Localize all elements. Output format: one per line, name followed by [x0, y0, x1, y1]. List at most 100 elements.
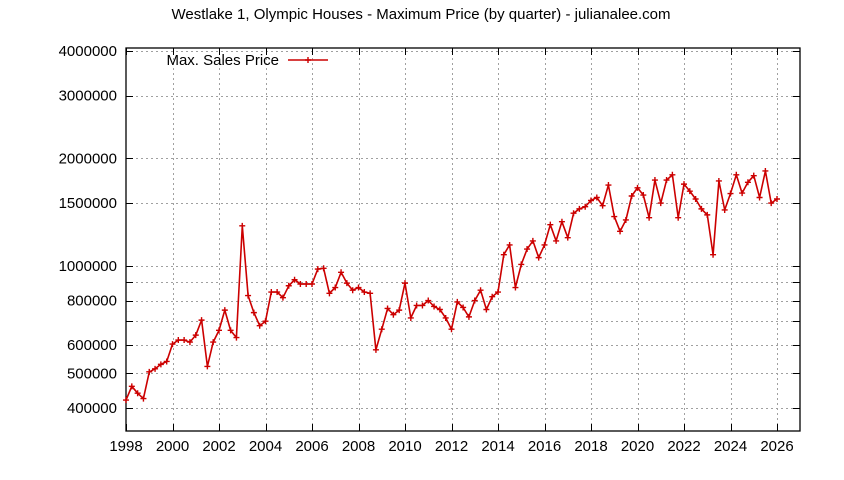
data-point-marker — [297, 281, 304, 288]
data-point-marker — [372, 346, 379, 353]
data-point-marker — [622, 216, 629, 223]
x-tick-label: 2002 — [202, 438, 235, 455]
data-point-marker — [500, 251, 507, 258]
data-point-marker — [436, 306, 443, 313]
data-point-marker — [774, 195, 780, 202]
data-point-marker — [588, 197, 594, 204]
x-tick-label: 2008 — [342, 438, 375, 455]
data-point-marker — [535, 254, 542, 261]
data-point-marker — [657, 200, 664, 207]
data-point-marker — [739, 190, 746, 197]
data-point-marker — [181, 337, 188, 344]
data-point-marker — [378, 326, 385, 333]
x-tick-label: 2016 — [528, 438, 561, 455]
data-point-marker — [332, 284, 339, 291]
data-point-marker — [611, 213, 618, 220]
data-point-marker — [582, 203, 589, 210]
data-point-marker — [640, 192, 647, 199]
data-series — [123, 167, 780, 404]
data-point-marker — [163, 358, 170, 365]
data-point-marker — [233, 334, 240, 341]
legend-line-icon — [288, 57, 328, 63]
data-point-marker — [541, 241, 548, 248]
data-point-marker — [361, 289, 368, 296]
x-tick-label: 1998 — [109, 438, 142, 455]
y-tick-label: 2000000 — [59, 150, 117, 167]
data-point-marker — [245, 292, 252, 299]
data-point-marker — [715, 177, 722, 184]
y-tick-label: 600000 — [67, 337, 117, 354]
x-tick-label: 2026 — [760, 438, 793, 455]
data-point-marker — [338, 269, 345, 276]
data-point-marker — [210, 339, 217, 346]
data-point-marker — [710, 251, 717, 258]
x-tick-label: 2022 — [667, 438, 700, 455]
data-point-marker — [192, 332, 199, 339]
data-point-marker — [698, 205, 705, 212]
chart-title: Westlake 1, Olympic Houses - Maximum Pri… — [171, 6, 670, 23]
data-point-marker — [268, 289, 275, 296]
data-point-marker — [721, 206, 728, 213]
data-point-marker — [413, 302, 420, 309]
data-point-marker — [768, 200, 775, 207]
data-point-marker — [384, 305, 391, 312]
data-point-marker — [367, 290, 374, 297]
y-axis-ticks: 400000 500000 600000 800000 1000000 1500000 20… — [59, 43, 800, 417]
plot-frame — [125, 47, 801, 432]
data-point-marker — [692, 195, 699, 202]
data-point-marker — [756, 194, 763, 201]
data-point-marker — [274, 289, 281, 296]
data-point-marker — [431, 303, 438, 310]
data-point-marker — [646, 214, 653, 221]
data-point-marker — [256, 322, 263, 329]
data-point-marker — [152, 365, 159, 372]
data-point-marker — [128, 383, 135, 390]
data-point-marker — [291, 276, 298, 283]
data-point-marker — [326, 290, 333, 297]
data-point-marker — [454, 298, 461, 305]
data-point-marker — [506, 241, 513, 248]
data-point-marker — [198, 317, 205, 324]
data-point-marker — [477, 287, 484, 294]
data-point-marker — [355, 284, 362, 291]
data-point-marker — [204, 363, 211, 370]
data-point-marker — [314, 266, 321, 273]
data-point-marker — [309, 281, 315, 288]
data-point-marker — [663, 177, 670, 184]
x-tick-label: 2014 — [481, 438, 514, 455]
data-point-marker — [599, 202, 606, 209]
data-point-marker — [628, 192, 635, 199]
data-point-marker — [221, 307, 228, 314]
y-tick-label: 3000000 — [59, 88, 117, 105]
grid-lines — [126, 48, 800, 431]
data-point-marker — [460, 304, 467, 311]
data-point-marker — [651, 177, 658, 184]
data-point-marker — [448, 326, 455, 333]
data-point-marker — [262, 318, 269, 325]
data-point-marker — [216, 327, 222, 334]
data-point-marker — [175, 337, 182, 344]
x-tick-label: 2010 — [388, 438, 421, 455]
data-point-marker — [134, 390, 141, 397]
y-tick-label: 4000000 — [59, 43, 117, 60]
data-point-marker — [564, 234, 571, 241]
data-point-marker — [489, 293, 496, 300]
data-point-marker — [686, 188, 693, 195]
data-point-marker — [140, 395, 147, 402]
data-point-marker — [320, 265, 327, 272]
legend-label: Max. Sales Price — [166, 52, 279, 69]
data-point-marker — [279, 294, 286, 301]
data-point-marker — [285, 282, 292, 289]
data-point-marker — [483, 306, 490, 313]
data-point-marker — [681, 181, 687, 188]
data-point-marker — [634, 184, 641, 191]
legend: Max. Sales Price — [166, 52, 328, 69]
data-point-marker — [303, 281, 310, 288]
data-point-marker — [558, 218, 565, 225]
series-line — [125, 170, 778, 401]
y-tick-label: 1500000 — [59, 195, 117, 212]
data-point-marker — [727, 190, 734, 197]
data-point-marker — [390, 311, 397, 318]
data-point-marker — [529, 237, 536, 244]
data-point-marker — [425, 297, 432, 304]
